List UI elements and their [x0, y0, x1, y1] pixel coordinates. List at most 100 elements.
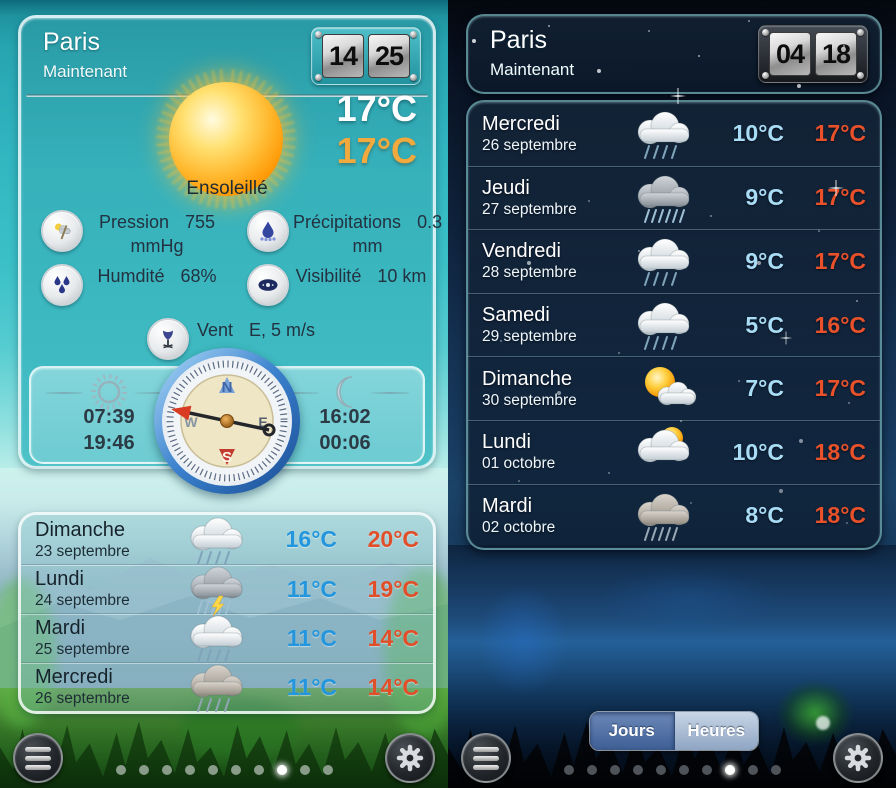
flip-clock: 04 18	[758, 25, 868, 83]
page-dot[interactable]	[655, 765, 666, 775]
forecast-date: 01 octobre	[482, 455, 556, 473]
weather-sun-cloud-icon	[614, 360, 714, 418]
forecast-row[interactable]: Dimanche 23 septembre 16°C 20°C	[21, 515, 433, 565]
forecast-date: 26 septembre	[482, 136, 577, 154]
page-dot[interactable]	[253, 765, 264, 775]
compass: N E S W	[154, 348, 300, 494]
page-dot[interactable]	[115, 765, 126, 775]
page-dot[interactable]	[184, 765, 195, 775]
high-temp: 18°C	[814, 502, 866, 529]
toggle-heures[interactable]: Heures	[673, 712, 758, 750]
sun-icon	[156, 69, 296, 209]
forecast-row[interactable]: Mercredi 26 septembre 11°C 14°C	[21, 662, 433, 712]
barometer-icon	[41, 210, 83, 252]
blue-plant	[478, 585, 568, 695]
page-dot[interactable]	[138, 765, 149, 775]
page-indicator	[0, 765, 448, 775]
forecast-date: 27 septembre	[482, 200, 577, 218]
forecast-date: 28 septembre	[482, 264, 577, 282]
forecast-day: Mardi	[482, 494, 533, 517]
screw-icon	[315, 31, 322, 38]
detail-value: 755 mmHg	[130, 212, 216, 256]
page-dot[interactable]	[701, 765, 712, 775]
high-temp: 14°C	[367, 624, 419, 651]
high-temp: 18°C	[814, 438, 866, 465]
star-glint-icon	[779, 331, 793, 345]
detail-label: Visibilité	[295, 266, 362, 286]
time-context-label: Maintenant	[490, 60, 575, 79]
weather-cloud-sun-icon	[614, 423, 714, 481]
condition-label: Ensoleillé	[186, 178, 268, 199]
screw-icon	[315, 74, 322, 81]
settings-button[interactable]	[385, 733, 435, 783]
page-dot[interactable]	[207, 765, 218, 775]
screw-icon	[762, 29, 769, 36]
settings-button[interactable]	[833, 733, 883, 783]
svg-text:E: E	[258, 414, 267, 430]
sunset-time: 19:46	[83, 432, 135, 454]
weather-rain-icon	[614, 105, 714, 163]
forecast-day: Mercredi	[482, 112, 560, 135]
page-dot[interactable]	[609, 765, 620, 775]
forecast-row[interactable]: Samedi 29 septembre 5°C 16°C	[468, 292, 880, 357]
detail-value: 0.3 mm	[352, 212, 443, 256]
page-dot[interactable]	[770, 765, 781, 775]
forecast-day: Dimanche	[35, 518, 126, 541]
page-dot[interactable]	[678, 765, 689, 775]
raindrop-icon	[247, 210, 289, 252]
page-dot[interactable]	[322, 765, 333, 775]
forecast-row[interactable]: Vendredi 28 septembre 9°C 17°C	[468, 229, 880, 293]
forecast-row[interactable]: Mardi 02 octobre 8°C 18°C	[468, 483, 880, 548]
page-dot[interactable]	[586, 765, 597, 775]
menu-button[interactable]	[13, 733, 63, 783]
page-dot[interactable]	[632, 765, 643, 775]
detail-label: Vent	[196, 320, 234, 340]
page-dot[interactable]	[299, 765, 310, 775]
clock-minutes: 18	[815, 32, 857, 76]
forecast-row[interactable]: Lundi 24 septembre 11°C 19°C	[21, 564, 433, 617]
forecast-day: Jeudi	[482, 176, 530, 199]
forecast-card: Mercredi 26 septembre 10°C 17°C Jeudi 27…	[466, 100, 882, 550]
forecast-date: 30 septembre	[482, 391, 577, 409]
view-toggle: Jours Heures	[589, 711, 759, 751]
page-dot[interactable]	[230, 765, 241, 775]
screw-icon	[762, 72, 769, 79]
forecast-row[interactable]: Dimanche 30 septembre 7°C 17°C	[468, 356, 880, 420]
screw-icon	[857, 72, 864, 79]
forecast-date: 24 septembre	[35, 592, 130, 609]
windsock-icon	[147, 318, 189, 360]
forecast-date: 29 septembre	[482, 328, 577, 346]
menu-button[interactable]	[461, 733, 511, 783]
starfield	[448, 0, 450, 2]
detail-precipitation: Précipitations 0.3 mm	[247, 210, 442, 258]
page-dot[interactable]	[747, 765, 758, 775]
svg-text:S: S	[222, 449, 232, 466]
low-temp: 9°C	[745, 247, 784, 274]
forecast-date: 02 octobre	[482, 518, 556, 536]
detail-label: Précipitations	[293, 212, 402, 232]
page-dot[interactable]	[161, 765, 172, 775]
forecast-row[interactable]: Mercredi 26 septembre 10°C 17°C	[468, 102, 880, 166]
forecast-row[interactable]: Lundi 01 octobre 10°C 18°C	[468, 419, 880, 484]
detail-label: Pression	[98, 212, 169, 232]
low-temp: 11°C	[286, 624, 337, 651]
sunrise-icon	[87, 370, 131, 419]
forecast-card: Dimanche 23 septembre 16°C 20°C Lundi 24…	[18, 512, 436, 714]
toggle-jours[interactable]: Jours	[590, 712, 674, 750]
hill-glow	[598, 565, 778, 635]
page-dot[interactable]	[724, 765, 735, 775]
low-temp: 7°C	[745, 375, 784, 402]
hamburger-icon	[25, 746, 51, 770]
star-glint-icon	[670, 88, 686, 104]
detail-value: E, 5 m/s	[249, 320, 316, 340]
clock-hours: 04	[769, 32, 811, 76]
page-dot[interactable]	[563, 765, 574, 775]
forecast-day: Lundi	[35, 568, 84, 590]
forecast-day: Vendredi	[482, 240, 561, 263]
page-dot[interactable]	[276, 765, 287, 775]
eye-icon	[247, 264, 289, 306]
forecast-row[interactable]: Jeudi 27 septembre 9°C 17°C	[468, 165, 880, 230]
clock-hours: 14	[322, 34, 364, 78]
forecast-row[interactable]: Mardi 25 septembre 11°C 14°C	[21, 613, 433, 663]
